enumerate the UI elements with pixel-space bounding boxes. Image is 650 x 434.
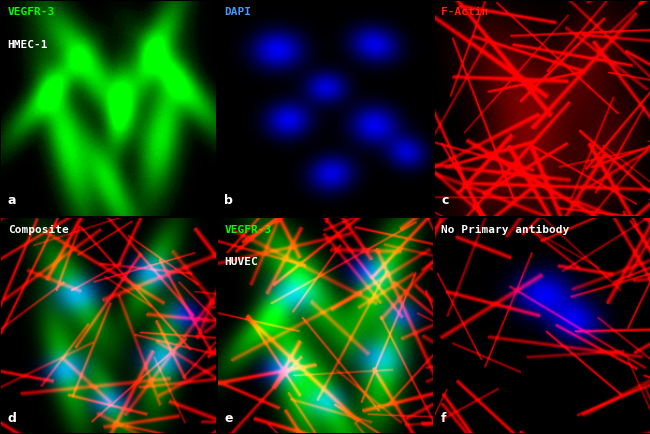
- Text: Composite: Composite: [8, 225, 68, 235]
- Text: a: a: [8, 194, 16, 207]
- Text: VEGFR-3: VEGFR-3: [224, 225, 272, 235]
- Text: F-Actin: F-Actin: [441, 7, 488, 17]
- Text: c: c: [441, 194, 448, 207]
- Text: DAPI: DAPI: [224, 7, 252, 17]
- Text: HMEC-1: HMEC-1: [8, 39, 48, 49]
- Text: b: b: [224, 194, 233, 207]
- Text: e: e: [224, 411, 233, 424]
- Text: VEGFR-3: VEGFR-3: [8, 7, 55, 17]
- Text: No Primary antibody: No Primary antibody: [441, 225, 569, 235]
- Text: d: d: [8, 411, 17, 424]
- Text: HUVEC: HUVEC: [224, 257, 258, 267]
- Text: f: f: [441, 411, 447, 424]
